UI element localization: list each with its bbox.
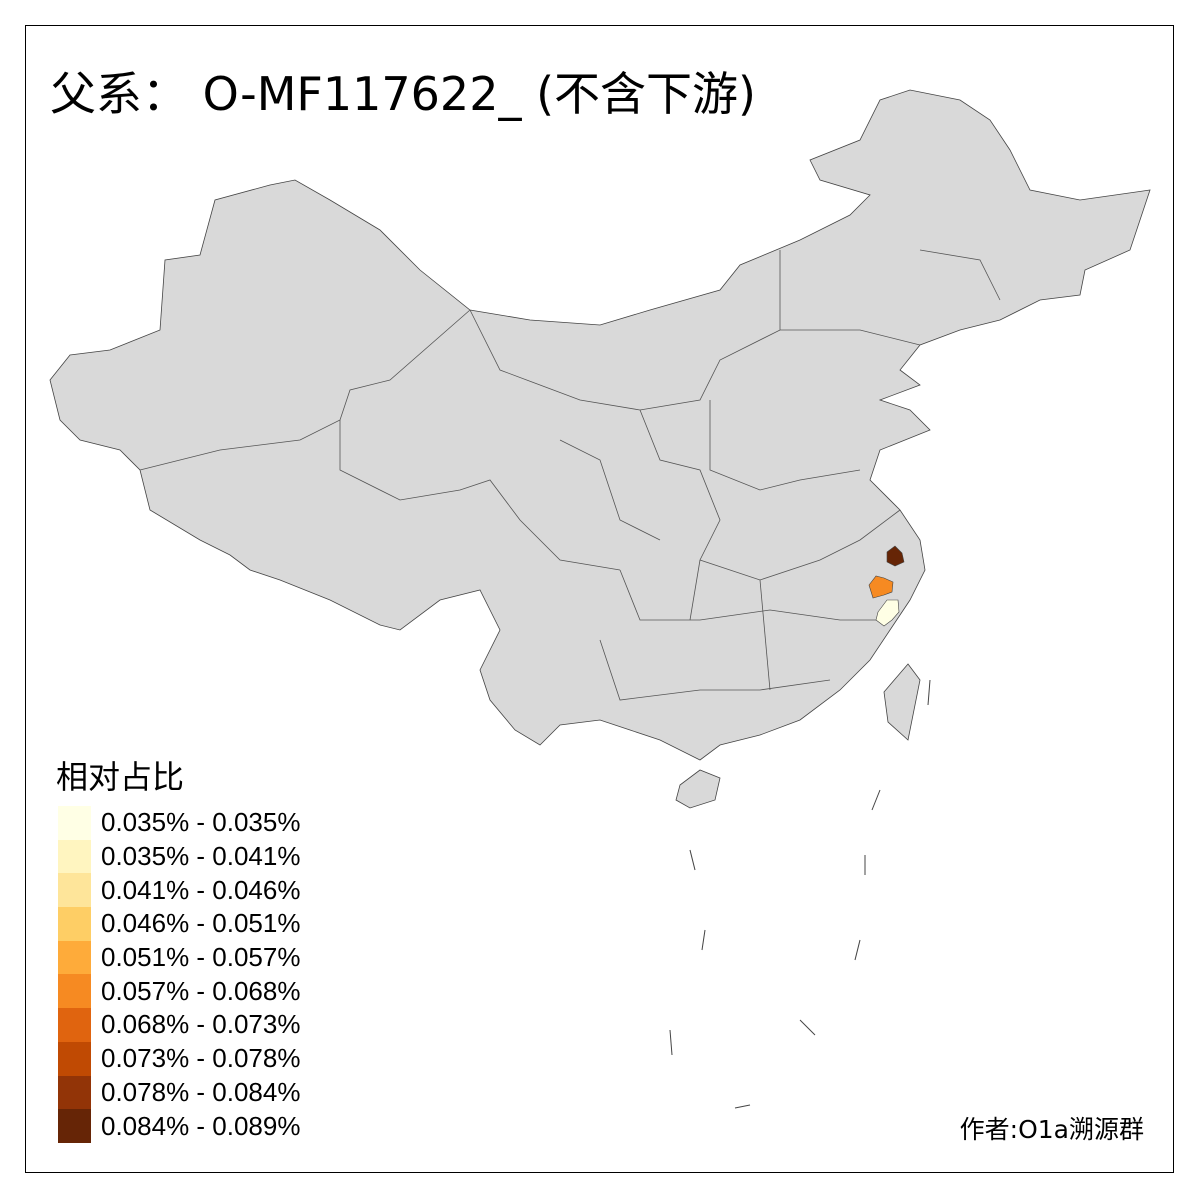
legend-item: 0.051% - 0.057% [58, 940, 301, 975]
legend-item: 0.046% - 0.051% [58, 907, 300, 941]
legend-label: 0.035% - 0.041% [101, 841, 301, 872]
legend-swatch [58, 806, 91, 840]
legend-item: 0.078% - 0.084% [58, 1075, 301, 1110]
legend-swatch [58, 907, 91, 941]
legend-swatch [58, 940, 91, 975]
legend-item: 0.057% - 0.068% [58, 974, 301, 1009]
legend-swatch [58, 974, 91, 1009]
south-sea-islands [669, 679, 931, 1109]
legend-label: 0.057% - 0.068% [101, 975, 301, 1006]
legend-label: 0.073% - 0.078% [101, 1043, 301, 1074]
legend-swatch [58, 1008, 91, 1042]
legend-swatch [58, 1075, 91, 1110]
region-highlight-2 [868, 575, 894, 599]
legend-item: 0.073% - 0.078% [58, 1041, 301, 1076]
legend-label: 0.051% - 0.057% [101, 942, 301, 973]
legend-item: 0.041% - 0.046% [58, 873, 301, 908]
legend-swatch [58, 839, 91, 874]
legend: 0.035% - 0.035% 0.035% - 0.041% 0.041% - 0… [58, 806, 300, 1143]
legend-item: 0.035% - 0.035% [58, 806, 300, 840]
legend-item: 0.068% - 0.073% [58, 1008, 300, 1042]
map-title: 父系： O-MF117622_ (不含下游) [50, 67, 756, 121]
taiwan-region [883, 663, 921, 741]
legend-label: 0.041% - 0.046% [101, 874, 301, 905]
legend-label: 0.046% - 0.051% [101, 908, 301, 939]
author-credit: 作者:O1a溯源群 [959, 1115, 1144, 1144]
legend-item: 0.035% - 0.041% [58, 839, 301, 874]
hainan-region [675, 769, 721, 809]
legend-item: 0.084% - 0.089% [58, 1109, 300, 1143]
legend-title: 相对占比 [56, 758, 185, 796]
legend-label: 0.068% - 0.073% [101, 1009, 301, 1040]
region-highlight-1 [886, 545, 905, 567]
map-frame [25, 25, 1174, 1173]
region-highlight-3 [875, 599, 900, 627]
legend-label: 0.078% - 0.084% [101, 1076, 301, 1107]
legend-label: 0.035% - 0.035% [101, 807, 301, 838]
legend-swatch [58, 1041, 91, 1076]
legend-swatch [58, 1109, 91, 1143]
province-boundaries [139, 249, 1001, 701]
legend-swatch [58, 873, 91, 908]
mainland-region [49, 89, 1151, 761]
legend-label: 0.084% - 0.089% [101, 1110, 301, 1141]
